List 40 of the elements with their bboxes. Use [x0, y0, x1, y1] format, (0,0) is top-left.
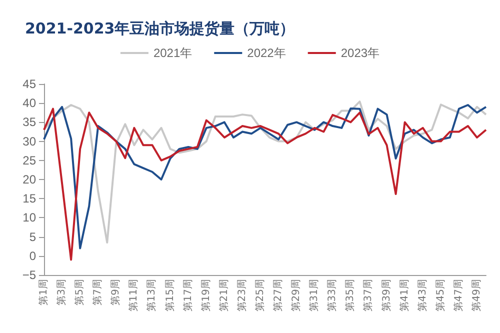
x-tick-label: 第9周 [110, 279, 122, 306]
x-tick-label: 第39周 [380, 279, 392, 312]
y-tick-label: 15 [22, 192, 36, 206]
y-tick-label: 20 [22, 172, 36, 186]
x-tick-label: 第25周 [254, 279, 266, 312]
chart-title: 2021-2023年豆油市场提货量（万吨） [25, 20, 295, 38]
x-tick-label: 第45周 [434, 279, 446, 312]
y-tick-label: 0 [29, 248, 36, 263]
legend-label: 2022年 [247, 46, 286, 60]
y-tick-label: 45 [22, 77, 36, 91]
x-tick-label: 第21周 [218, 279, 230, 312]
x-tick-label: 第27周 [272, 279, 284, 312]
y-tick-label: 30 [22, 134, 36, 148]
y-tick-label: 10 [22, 210, 36, 225]
x-tick-label: 第11周 [128, 279, 140, 312]
x-tick-label: 第49周 [470, 279, 482, 312]
x-tick-label: 第3周 [56, 279, 68, 306]
x-tick-label: 第19周 [200, 279, 212, 312]
y-tick-label: 5 [29, 230, 36, 244]
x-tick-label: 第43周 [416, 279, 428, 312]
x-tick-label: 第23周 [236, 279, 248, 312]
x-tick-label: 第33周 [326, 279, 338, 312]
y-tick-label: 25 [22, 153, 36, 168]
x-tick-label: 第29周 [290, 279, 302, 312]
x-tick-label: 第41周 [398, 279, 410, 312]
x-tick-label: 第7周 [92, 279, 104, 306]
x-tick-label: 第35周 [344, 279, 356, 312]
x-tick-label: 第37周 [362, 279, 374, 312]
x-tick-label: 第31周 [308, 279, 320, 312]
x-tick-label: 第1周 [38, 279, 50, 306]
y-tick-label: −5 [22, 268, 36, 282]
x-tick-label: 第13周 [146, 279, 158, 312]
x-tick-label: 第17周 [182, 279, 194, 312]
y-tick-label: 40 [22, 96, 36, 110]
legend-label: 2023年 [340, 46, 380, 60]
y-tick-label: 35 [22, 115, 36, 130]
legend-label: 2021年 [153, 46, 192, 60]
x-tick-label: 第47周 [452, 279, 464, 312]
x-tick-label: 第5周 [74, 279, 86, 306]
x-tick-label: 第15周 [164, 279, 176, 312]
